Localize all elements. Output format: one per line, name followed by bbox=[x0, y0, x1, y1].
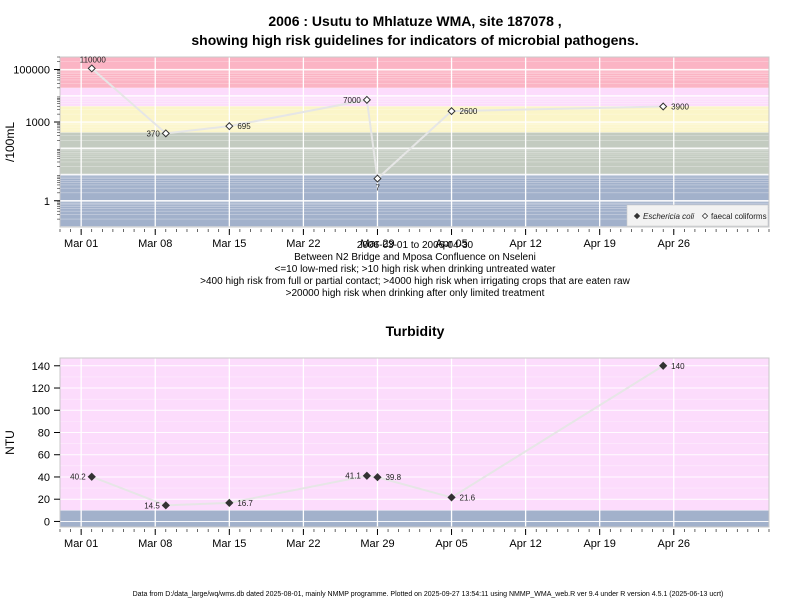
data-label-2-5: 21.6 bbox=[460, 493, 476, 502]
data-label-1-5: 2600 bbox=[460, 107, 478, 116]
y-tick-label-2: 40 bbox=[38, 472, 50, 484]
x-tick-label-2: Apr 05 bbox=[435, 538, 467, 550]
data-point-1-1-6 bbox=[659, 102, 668, 111]
microbial-chart: Mar 01 Mar 08 Mar 15 Mar 22 Mar 29 Apr 05 Apr … bbox=[3, 55, 770, 250]
risk-band-2-0 bbox=[60, 510, 769, 527]
caption-line-2: Between N2 Bridge and Mposa Confluence o… bbox=[294, 252, 536, 263]
data-label-2-3: 41.1 bbox=[345, 472, 361, 481]
chart2-title: Turbidity bbox=[386, 323, 445, 339]
data-label-1-3: 7000 bbox=[343, 96, 361, 105]
data-point-2-0-3 bbox=[362, 471, 371, 480]
data-label-2-4: 39.8 bbox=[385, 473, 401, 482]
x-tick-label-1: Apr 19 bbox=[583, 238, 615, 250]
data-label-2-2: 16.7 bbox=[237, 499, 253, 508]
data-label-1-4: 7 bbox=[375, 184, 380, 193]
x-tick-label-1: Mar 15 bbox=[212, 238, 246, 250]
risk-band-1-3 bbox=[60, 87, 769, 107]
legend-label-1: faecal coliforms bbox=[711, 212, 767, 221]
legend-label-0: Eschericia coli bbox=[643, 212, 694, 221]
data-point-1-1-3 bbox=[362, 95, 371, 104]
data-point-1-1-2 bbox=[225, 122, 234, 131]
risk-band-1-2 bbox=[60, 106, 769, 133]
legend-marker-0 bbox=[633, 212, 641, 220]
y-tick-label-1: 1000 bbox=[26, 117, 50, 129]
plot-frame-2 bbox=[59, 357, 770, 528]
x-tick-label-2: Mar 01 bbox=[64, 538, 98, 550]
y-tick-label-2: 0 bbox=[44, 516, 50, 528]
data-label-2-0: 40.2 bbox=[70, 473, 86, 482]
x-tick-label-2: Apr 19 bbox=[583, 538, 615, 550]
x-tick-label-1: Apr 12 bbox=[509, 238, 541, 250]
plot-frame-1 bbox=[59, 56, 770, 228]
y-axis-label-1: /100mL bbox=[3, 122, 17, 162]
y-tick-label-2: 80 bbox=[38, 427, 50, 439]
y-tick-label-2: 120 bbox=[32, 383, 50, 395]
x-tick-label-2: Apr 26 bbox=[658, 538, 690, 550]
legend: Eschericia coli faecal coliforms bbox=[626, 204, 769, 227]
legend-box bbox=[626, 204, 769, 227]
x-tick-label-1: Mar 08 bbox=[138, 238, 172, 250]
x-tick-label-1: Mar 01 bbox=[64, 238, 98, 250]
x-tick-label-2: Mar 15 bbox=[212, 538, 246, 550]
y-tick-label-2: 20 bbox=[38, 494, 50, 506]
turbidity-chart: Mar 01 Mar 08 Mar 15 Mar 22 Mar 29 Apr 05 Apr … bbox=[3, 354, 770, 550]
x-tick-label-1: Apr 05 bbox=[435, 238, 467, 250]
data-label-1-0: 110000 bbox=[80, 55, 107, 64]
x-tick-label-2: Mar 08 bbox=[138, 538, 172, 550]
legend-marker-1 bbox=[701, 212, 709, 220]
caption-line-3: <=10 low-med risk; >10 high risk when dr… bbox=[275, 264, 557, 275]
data-label-2-6: 140 bbox=[671, 362, 685, 371]
data-point-2-0-1 bbox=[161, 501, 170, 510]
y-tick-label-2: 60 bbox=[38, 450, 50, 462]
y-tick-label-1: 100000 bbox=[13, 65, 50, 77]
risk-band-1-1 bbox=[60, 132, 769, 175]
x-tick-label-1: Mar 29 bbox=[360, 238, 394, 250]
data-point-1-1-4 bbox=[373, 174, 382, 183]
data-label-1-1: 370 bbox=[146, 129, 160, 138]
data-point-1-1-0 bbox=[87, 64, 96, 73]
data-point-2-0-2 bbox=[225, 498, 234, 507]
data-point-2-0-0 bbox=[87, 472, 96, 481]
risk-band-1-4 bbox=[60, 57, 769, 88]
data-point-2-0-5 bbox=[447, 493, 456, 502]
y-tick-label-1: 1 bbox=[44, 196, 50, 208]
data-point-1-1-5 bbox=[447, 107, 456, 116]
x-tick-label-1: Apr 26 bbox=[658, 238, 690, 250]
data-point-1-1-1 bbox=[161, 129, 170, 138]
risk-band-2-1 bbox=[60, 358, 769, 511]
y-axis-label-2: NTU bbox=[3, 430, 17, 455]
caption-line-1: 2006-03-01 to 2006-04-30 bbox=[357, 240, 474, 251]
x-tick-label-2: Mar 22 bbox=[286, 538, 320, 550]
x-tick-label-1: Mar 22 bbox=[286, 238, 320, 250]
data-point-2-0-4 bbox=[373, 473, 382, 482]
x-tick-label-2: Apr 12 bbox=[509, 538, 541, 550]
x-tick-label-2: Mar 29 bbox=[360, 538, 394, 550]
data-label-1-6: 3900 bbox=[671, 103, 689, 112]
data-label-2-1: 14.5 bbox=[144, 501, 160, 510]
y-tick-label-2: 140 bbox=[32, 361, 50, 373]
chart1-subtitle: showing high risk guidelines for indicat… bbox=[191, 32, 638, 48]
data-label-1-2: 695 bbox=[237, 122, 251, 131]
y-tick-label-2: 100 bbox=[32, 405, 50, 417]
data-point-2-0-6 bbox=[659, 361, 668, 370]
caption-line-5: >20000 high risk when drinking after onl… bbox=[286, 288, 545, 299]
footer-note: Data from D:/data_large/wq/wms.db dated … bbox=[133, 591, 724, 598]
caption-line-4: >400 high risk from full or partial cont… bbox=[200, 276, 630, 287]
chart1-title: 2006 : Usutu to Mhlatuze WMA, site 18707… bbox=[268, 13, 561, 29]
